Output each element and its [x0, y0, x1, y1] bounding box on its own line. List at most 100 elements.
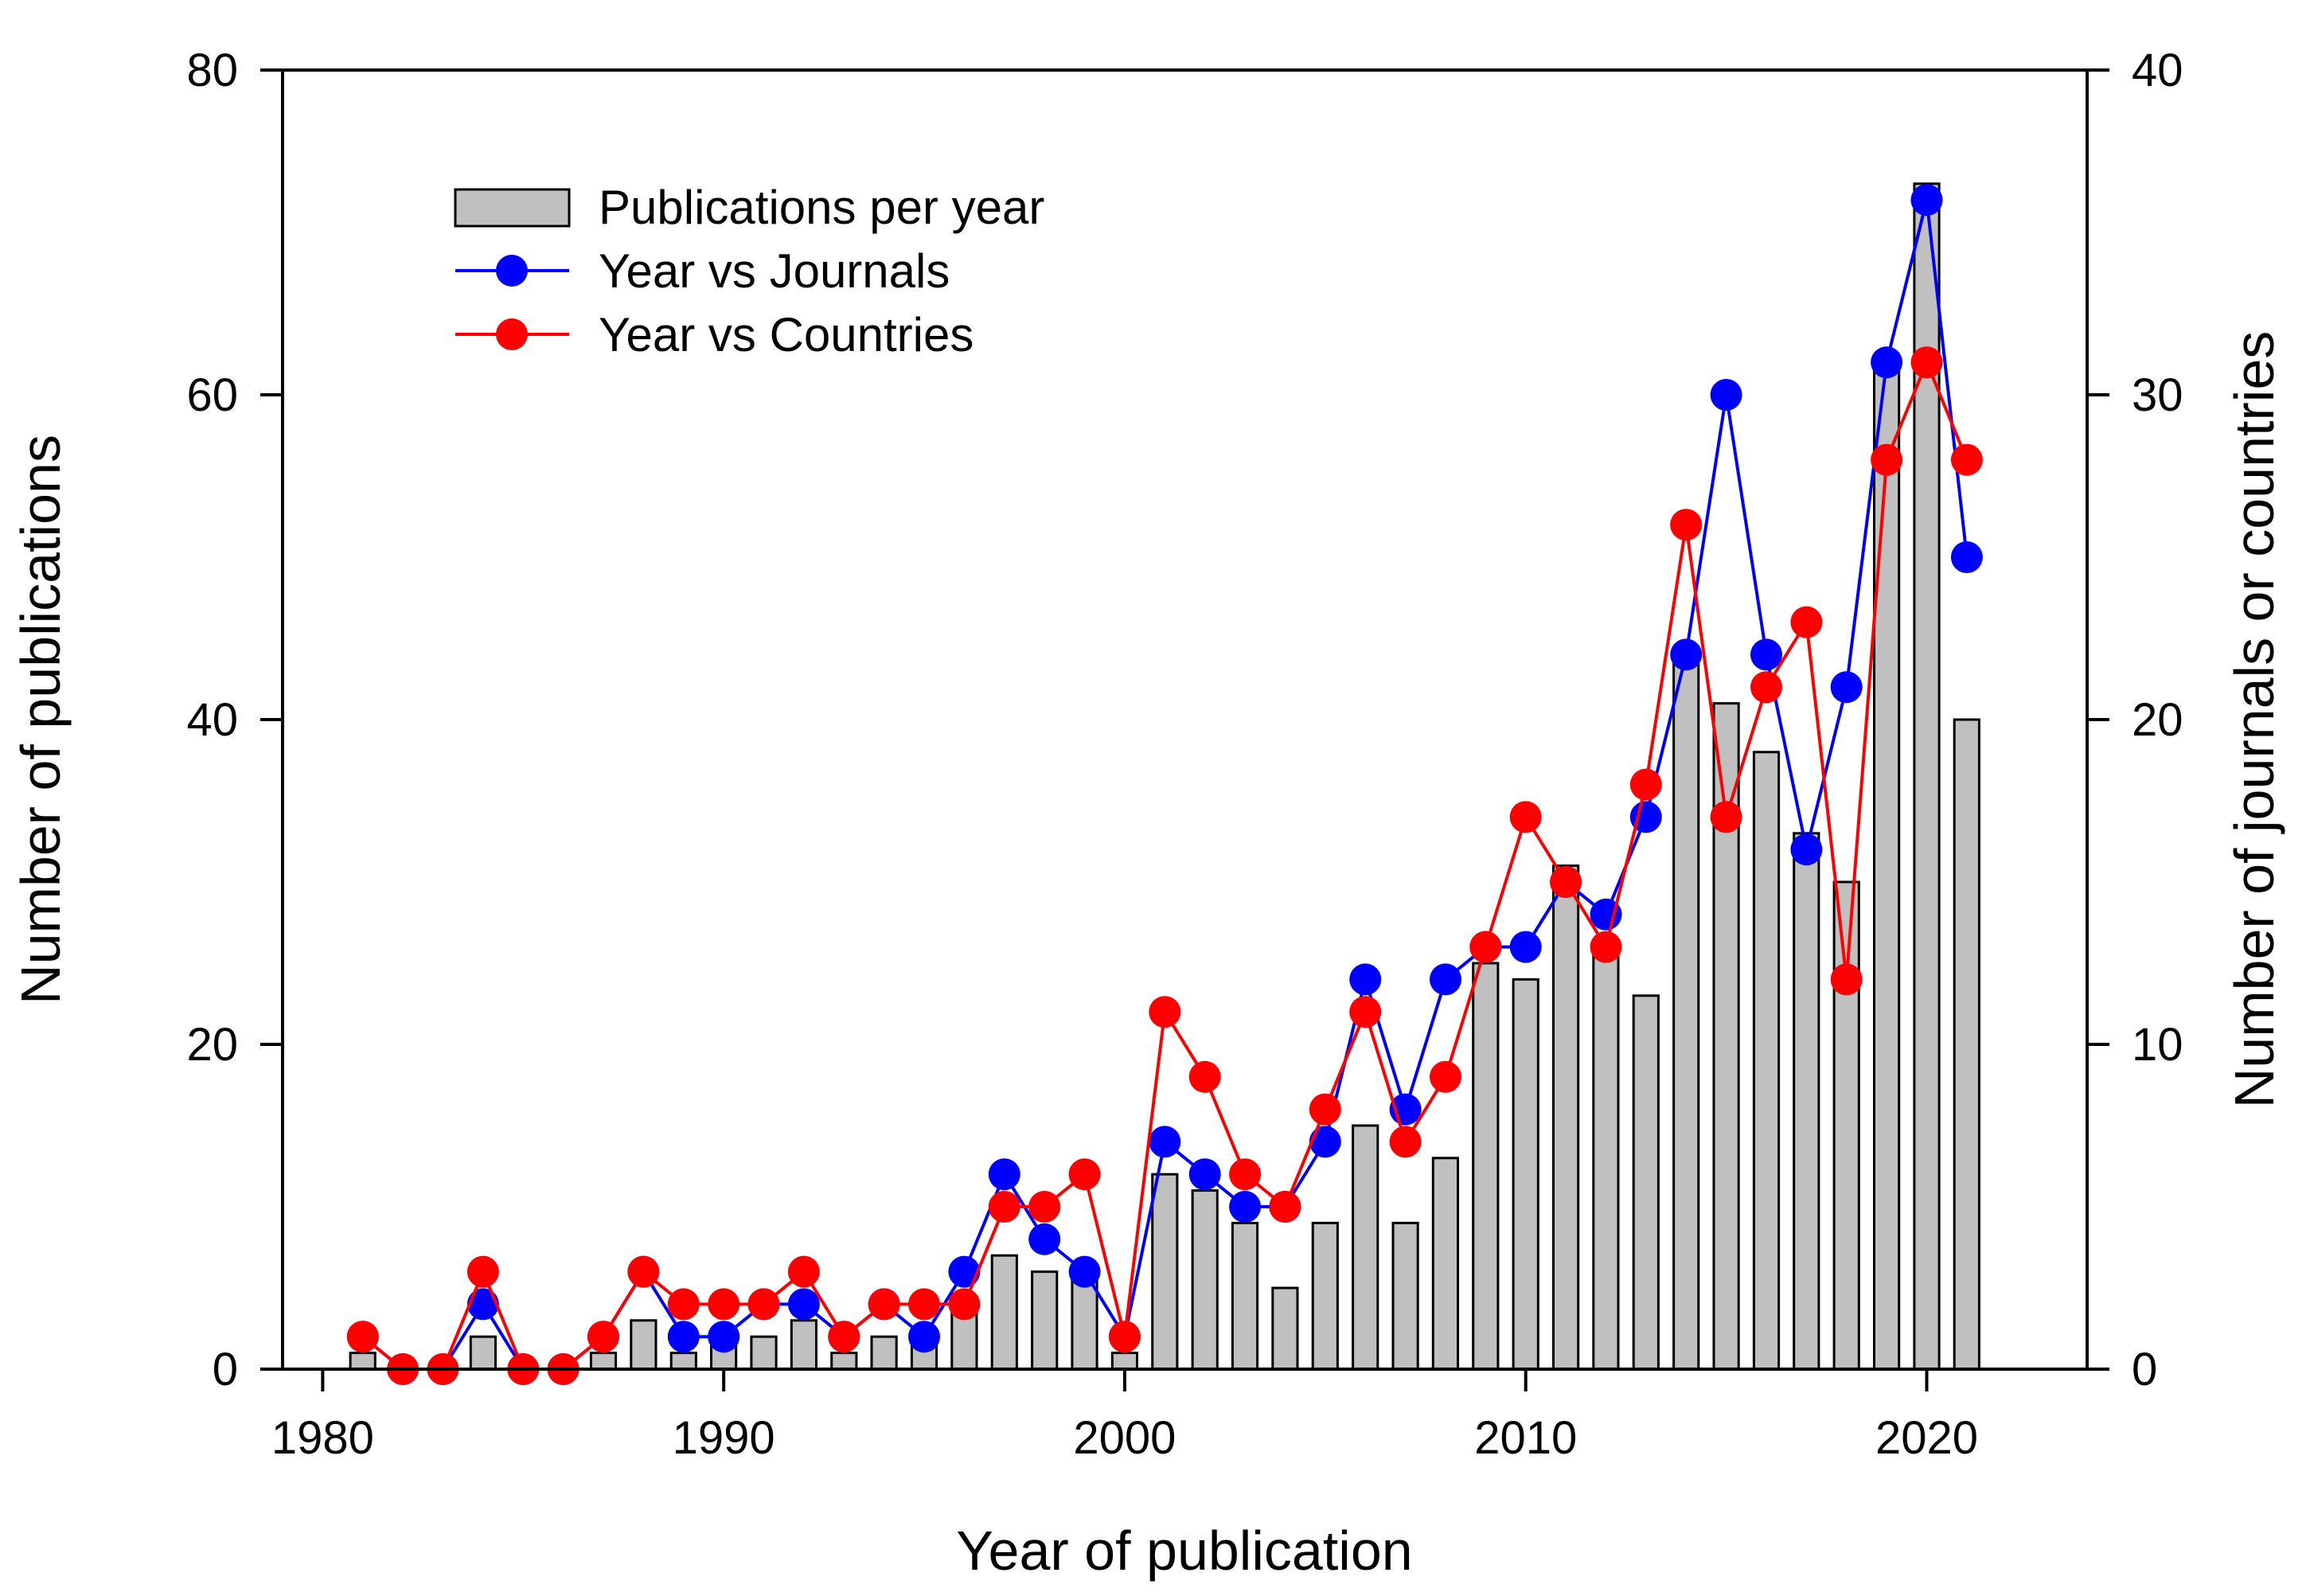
bar-2019: [1873, 361, 1901, 1371]
legend-entry-journals: Year vs Journals: [455, 244, 950, 298]
x-tick-label-1980: 1980: [271, 1412, 374, 1464]
y-tick-label-60: 60: [186, 369, 238, 421]
x-tick-label-1990: 1990: [673, 1412, 775, 1464]
y2-tick-label-0: 0: [2132, 1344, 2157, 1395]
point-countries-1991: [747, 1288, 780, 1321]
point-journals-1984: [466, 1288, 499, 1321]
point-countries-2014: [1670, 509, 1703, 541]
point-countries-2011: [1550, 866, 1582, 898]
point-countries-1998: [1028, 1191, 1061, 1223]
bar-2013: [1632, 994, 1660, 1371]
bar-2004: [1271, 1286, 1299, 1371]
bar-2002: [1191, 1189, 1219, 1371]
y2-tick-label-20: 20: [2132, 694, 2183, 746]
bar-1987: [589, 1352, 618, 1371]
bar-2006: [1352, 1124, 1379, 1371]
ticks-layer: 1980 1990 2000 2010 2020 0 20 40 60 80 0 10 20 30 40: [186, 45, 2183, 1464]
bar-1989: [669, 1352, 697, 1371]
point-countries-2004: [1269, 1191, 1301, 1223]
legend-bar-swatch: [454, 188, 571, 228]
legend-entry-publications: Publications per year: [454, 181, 1044, 234]
lines-layer: [346, 184, 1983, 1385]
point-countries-2017: [1790, 606, 1823, 638]
legend-marker-journals: [496, 255, 528, 287]
point-countries-2005: [1309, 1093, 1341, 1126]
point-journals-1996: [948, 1255, 981, 1288]
point-countries-2020: [1910, 346, 1943, 379]
point-journals-1989: [667, 1321, 700, 1353]
point-countries-1989: [667, 1288, 700, 1321]
point-countries-2015: [1710, 801, 1742, 833]
y-tick-label-40: 40: [186, 694, 238, 746]
point-countries-1990: [708, 1288, 740, 1321]
point-countries-1981: [346, 1321, 379, 1353]
point-countries-1999: [1068, 1158, 1101, 1191]
legend: Publications per year Year vs Journals Y…: [454, 181, 1044, 361]
bar-2007: [1391, 1221, 1419, 1371]
bar-2005: [1311, 1221, 1339, 1371]
point-journals-2021: [1950, 541, 1983, 573]
bar-1988: [630, 1319, 657, 1371]
bar-1991: [750, 1335, 778, 1371]
point-countries-2010: [1509, 801, 1542, 833]
point-countries-2016: [1750, 671, 1782, 704]
bar-1998: [1031, 1270, 1059, 1371]
point-journals-2014: [1670, 638, 1703, 671]
bar-1993: [830, 1352, 858, 1371]
point-journals-2020: [1910, 184, 1943, 217]
bar-1997: [990, 1254, 1018, 1371]
x-axis-title: Year of publication: [956, 1520, 1412, 1582]
x-tick-label-2020: 2020: [1875, 1412, 1978, 1464]
point-countries-1997: [988, 1191, 1020, 1223]
legend-label-publications: Publications per year: [599, 181, 1044, 234]
point-journals-2013: [1629, 801, 1662, 833]
bar-2016: [1752, 751, 1781, 1371]
point-countries-2007: [1389, 1126, 1422, 1158]
point-countries-1984: [466, 1255, 499, 1288]
bar-1992: [790, 1319, 817, 1371]
point-countries-2019: [1871, 443, 1903, 476]
point-countries-1988: [627, 1255, 660, 1288]
point-countries-2009: [1469, 931, 1502, 963]
bar-2014: [1672, 653, 1700, 1371]
point-journals-1999: [1068, 1255, 1101, 1288]
point-journals-2006: [1349, 963, 1382, 996]
y-tick-label-80: 80: [186, 45, 238, 96]
point-countries-2001: [1149, 996, 1181, 1028]
bar-2018: [1832, 880, 1860, 1371]
point-countries-2006: [1349, 996, 1382, 1028]
y2-axis-title: Number of journals or countries: [2223, 331, 2285, 1109]
point-countries-2000: [1108, 1321, 1141, 1353]
bar-2017: [1793, 832, 1820, 1371]
point-countries-2003: [1229, 1158, 1262, 1191]
point-countries-1992: [787, 1255, 820, 1288]
bar-2009: [1472, 962, 1500, 1371]
bar-2010: [1512, 978, 1539, 1371]
point-journals-2018: [1830, 671, 1863, 704]
point-countries-2021: [1950, 443, 1983, 476]
y-tick-label-20: 20: [186, 1019, 238, 1071]
y-axis-title: Number of publications: [10, 435, 72, 1005]
bar-1994: [870, 1335, 898, 1371]
legend-label-journals: Year vs Journals: [599, 244, 950, 298]
legend-marker-countries: [496, 318, 528, 350]
point-journals-2016: [1750, 638, 1782, 671]
point-journals-1992: [787, 1288, 820, 1321]
point-journals-2003: [1229, 1191, 1262, 1223]
bar-2008: [1431, 1157, 1460, 1371]
point-countries-1996: [948, 1288, 981, 1321]
point-countries-2013: [1629, 768, 1662, 801]
point-journals-1995: [908, 1321, 940, 1353]
legend-entry-countries: Year vs Countries: [455, 308, 974, 361]
bar-2000: [1110, 1352, 1139, 1371]
bars-layer: [349, 182, 1980, 1371]
point-countries-2012: [1590, 931, 1622, 963]
y2-tick-label-10: 10: [2132, 1019, 2183, 1071]
point-countries-1993: [828, 1321, 860, 1353]
point-countries-1995: [908, 1288, 940, 1321]
point-journals-2005: [1309, 1126, 1341, 1158]
point-journals-1998: [1028, 1223, 1061, 1255]
bar-2001: [1151, 1173, 1179, 1371]
point-journals-2017: [1790, 833, 1823, 866]
